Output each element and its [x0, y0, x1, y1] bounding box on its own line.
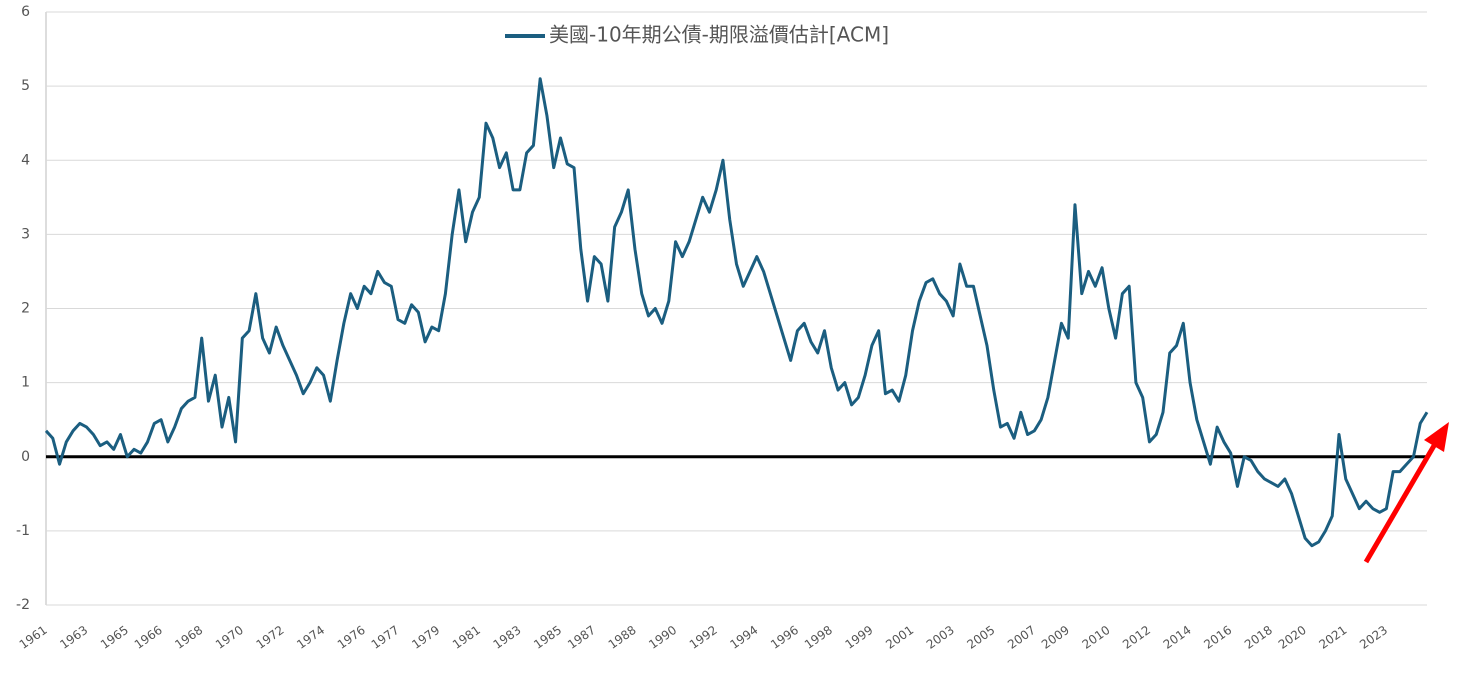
- arrow-shaft: [1363, 442, 1438, 564]
- x-tick-label: 1968: [172, 623, 205, 652]
- x-tick-label: 1985: [531, 623, 564, 652]
- x-tick-label: 1983: [491, 623, 524, 652]
- y-tick-label: 5: [21, 78, 30, 94]
- x-tick-label: 1999: [843, 623, 876, 652]
- x-tick-label: 2018: [1242, 623, 1275, 652]
- x-tick-label: 1992: [687, 623, 720, 652]
- x-tick-label: 1970: [213, 623, 246, 652]
- x-tick-label: 2020: [1276, 623, 1309, 652]
- x-tick-label: 1972: [254, 623, 287, 652]
- x-tick-label: 1998: [802, 623, 835, 652]
- y-tick-label: 0: [21, 449, 30, 465]
- y-tick-label: 1: [21, 375, 30, 391]
- x-tick-label: 1974: [294, 623, 327, 652]
- y-tick-label: -1: [16, 523, 30, 539]
- y-tick-label: 6: [21, 4, 30, 20]
- x-tick-label: 2021: [1316, 623, 1349, 652]
- x-tick-label: 2014: [1161, 623, 1194, 652]
- x-tick-label: 1990: [646, 623, 679, 652]
- x-tick-label: 2010: [1080, 623, 1113, 652]
- y-tick-label: -2: [16, 597, 30, 613]
- y-tick-label: 3: [21, 226, 30, 242]
- y-tick-label: 4: [21, 152, 30, 168]
- x-tick-label: 2003: [924, 623, 957, 652]
- marks: [44, 77, 1429, 548]
- x-tick-label: 1977: [369, 623, 402, 652]
- arrow-head: [1424, 422, 1449, 452]
- x-tick-label: 1988: [606, 623, 639, 652]
- x-tick-label: 1979: [409, 623, 442, 652]
- x-tick-label: 1996: [768, 623, 801, 652]
- x-tick-label: 1961: [17, 623, 50, 652]
- x-tick-label: 1963: [57, 623, 90, 652]
- x-tick-label: 2001: [883, 623, 916, 652]
- legend-label: 美國-10年期公債-期限溢價估計[ACM]: [549, 23, 889, 47]
- x-tick-label: 1994: [727, 623, 760, 652]
- x-tick-label: 2009: [1039, 623, 1072, 652]
- x-tick-label: 1966: [132, 623, 165, 652]
- x-tick-label: 2007: [1005, 623, 1038, 652]
- x-tick-label: 2016: [1201, 623, 1234, 652]
- trend-arrow: [1363, 422, 1449, 564]
- x-tick-label: 1976: [335, 623, 368, 652]
- x-tick-label: 1965: [98, 623, 131, 652]
- x-tick-label: 2012: [1120, 623, 1153, 652]
- x-tick-label: 1981: [450, 623, 483, 652]
- y-tick-label: 2: [21, 301, 30, 317]
- x-tick-label: 2005: [964, 623, 997, 652]
- legend: 美國-10年期公債-期限溢價估計[ACM]: [505, 23, 889, 47]
- x-tick-label: 1987: [565, 623, 598, 652]
- series-line: [44, 77, 1429, 548]
- x-tick-label: 2023: [1357, 623, 1390, 652]
